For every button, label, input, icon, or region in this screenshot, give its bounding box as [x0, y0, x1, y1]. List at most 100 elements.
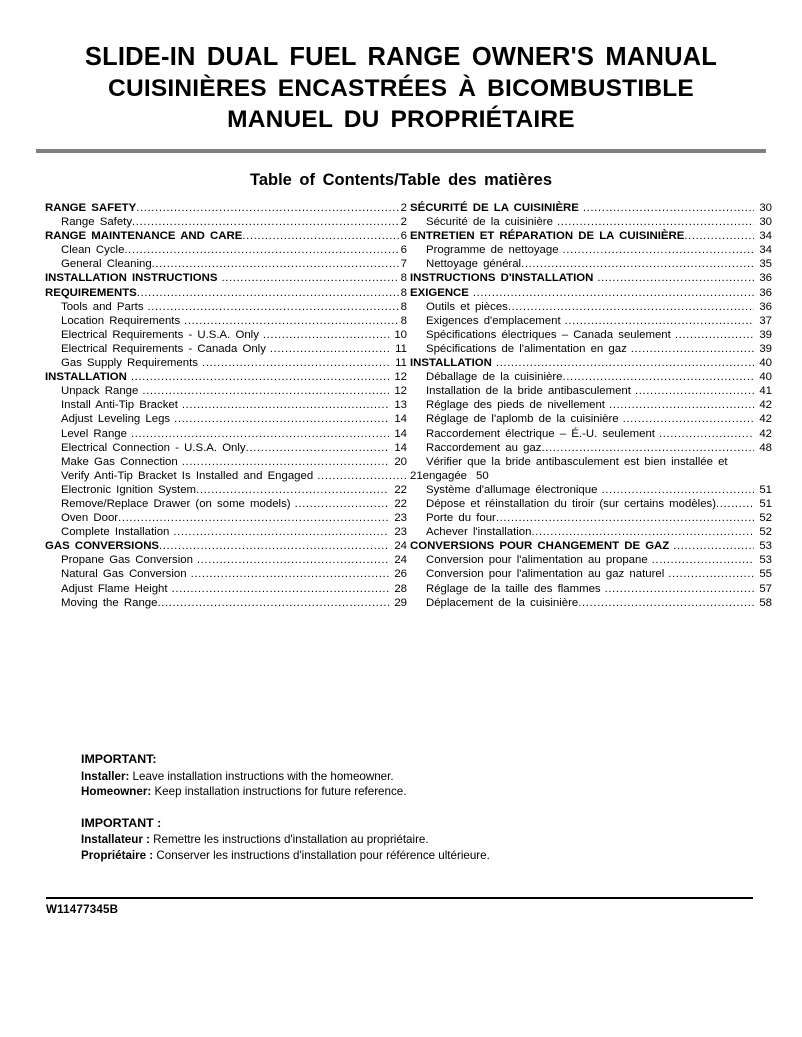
toc-entry[interactable]: Exigences d'emplacement 37	[410, 314, 772, 328]
toc-entry[interactable]: Electronic Ignition System 22	[45, 483, 407, 497]
toc-entry[interactable]: Clean Cycle 6	[45, 243, 407, 257]
toc-entry-page-number: 10	[394, 328, 407, 341]
toc-entry[interactable]: Raccordement au gaz 48	[410, 441, 772, 455]
toc-entry[interactable]: Remove/Replace Drawer (on some models) 22	[45, 497, 407, 511]
toc-entry-page-number: 14	[394, 427, 407, 440]
toc-entry[interactable]: Oven Door 23	[45, 511, 407, 525]
toc-entry[interactable]: EXIGENCE 36	[410, 286, 772, 300]
toc-entry[interactable]: Electrical Connection - U.S.A. Only 14	[45, 441, 407, 455]
toc-entry[interactable]: Complete Installation 23	[45, 525, 407, 539]
toc-leader-dots	[597, 271, 754, 285]
toc-leader-dots	[137, 286, 399, 300]
toc-entry-label: Level Range	[61, 427, 127, 440]
toc-entry[interactable]: Installation de la bride antibasculement…	[410, 384, 772, 398]
toc-entry[interactable]: Level Range 14	[45, 427, 407, 441]
toc-entry[interactable]: Adjust Flame Height 28	[45, 582, 407, 596]
toc-entry-label: Electrical Requirements - U.S.A. Only	[61, 328, 259, 341]
toc-entry-label: Electrical Connection - U.S.A. Only	[61, 441, 246, 454]
toc-entry[interactable]: Electrical Requirements - U.S.A. Only 10	[45, 328, 407, 342]
toc-leader-dots	[191, 567, 390, 581]
toc-entry[interactable]: Vérifier que la bride antibasculement es…	[410, 455, 772, 469]
toc-entry[interactable]: INSTALLATION 12	[45, 370, 407, 384]
toc-entry-continuation[interactable]: 21 engagée 50	[410, 469, 772, 483]
toc-leader-dots	[263, 328, 389, 342]
toc-entry-page-number: 39	[759, 328, 772, 341]
toc-entry[interactable]: Verify Anti-Tip Bracket Is Installed and…	[45, 469, 407, 483]
toc-leader-dots	[562, 370, 754, 384]
toc-entry[interactable]: Réglage de l'aplomb de la cuisinière 42	[410, 412, 772, 426]
toc-entry[interactable]: Conversion pour l'alimentation au gaz na…	[410, 567, 772, 581]
toc-leader-dots	[172, 582, 390, 596]
toc-leader-dots	[159, 539, 389, 553]
toc-entry-label: Gas Supply Requirements	[61, 357, 198, 370]
toc-entry[interactable]: Location Requirements 8	[45, 314, 407, 328]
notice-line-installateur: Installateur : Remettre les instructions…	[81, 832, 641, 848]
toc-entry[interactable]: Sécurité de la cuisinière 30	[410, 215, 772, 229]
toc-entry-label: Clean Cycle	[61, 244, 125, 257]
toc-entry-label: Outils et pièces	[426, 300, 508, 313]
toc-entry[interactable]: Programme de nettoyage 34	[410, 243, 772, 257]
toc-entry-page-number: 14	[394, 413, 407, 426]
toc-entry[interactable]: CONVERSIONS POUR CHANGEMENT DE GAZ 53	[410, 539, 772, 553]
toc-overflow-page-number: 21	[410, 469, 423, 482]
toc-entry[interactable]: Range Safety 2	[45, 215, 407, 229]
toc-entry[interactable]: Spécifications électriques – Canada seul…	[410, 328, 772, 342]
toc-leader-dots	[184, 314, 399, 328]
toc-entry-label: INSTALLATION	[45, 371, 127, 384]
toc-entry[interactable]: Install Anti-Tip Bracket 13	[45, 398, 407, 412]
toc-entry-page-number: 8	[400, 314, 407, 327]
toc-leader-dots	[652, 553, 755, 567]
toc-entry[interactable]: Achever l'installation 52	[410, 525, 772, 539]
toc-entry[interactable]: Adjust Leveling Legs 14	[45, 412, 407, 426]
toc-entry-label: Porte du four	[426, 512, 496, 525]
toc-entry[interactable]: Propane Gas Conversion 24	[45, 553, 407, 567]
toc-entry[interactable]: Electrical Requirements - Canada Only 11	[45, 342, 407, 356]
toc-entry[interactable]: INSTRUCTIONS D'INSTALLATION 36	[410, 271, 772, 285]
toc-entry[interactable]: Tools and Parts 8	[45, 300, 407, 314]
toc-entry[interactable]: Réglage des pieds de nivellement 42	[410, 398, 772, 412]
toc-entry[interactable]: Réglage de la taille des flammes 57	[410, 582, 772, 596]
toc-entry[interactable]: General Cleaning 7	[45, 257, 407, 271]
toc-entry[interactable]: RANGE MAINTENANCE AND CARE 6	[45, 229, 407, 243]
toc-entry[interactable]: Spécifications de l'alimentation en gaz 3…	[410, 342, 772, 356]
toc-entry[interactable]: INSTALLATION INSTRUCTIONS 8	[45, 271, 407, 285]
toc-entry-label: Dépose et réinstallation du tiroir (sur …	[426, 497, 717, 510]
toc-entry[interactable]: Nettoyage général 35	[410, 257, 772, 271]
notice-label-installateur: Installateur :	[81, 833, 150, 847]
notice-spacer	[81, 800, 641, 816]
toc-entry-page-number: 22	[394, 497, 407, 510]
footer-part-number: W11477345B	[46, 903, 119, 916]
toc-entry-page-number: 42	[759, 427, 772, 440]
toc-entry[interactable]: Système d'allumage électronique 51	[410, 483, 772, 497]
toc-leader-dots	[565, 314, 755, 328]
toc-entry-label: Raccordement électrique – É.-U. seulemen…	[426, 427, 655, 440]
toc-entry-label: Déplacement de la cuisinière	[426, 596, 579, 609]
toc-entry-page-number: 11	[395, 357, 407, 370]
toc-entry[interactable]: Porte du four 52	[410, 511, 772, 525]
toc-entry-page-number: 6	[400, 244, 407, 257]
toc-leader-dots	[531, 525, 754, 539]
toc-entry[interactable]: Moving the Range 29	[45, 596, 407, 610]
toc-entry[interactable]: Dépose et réinstallation du tiroir (sur …	[410, 497, 772, 511]
toc-entry[interactable]: Gas Supply Requirements 11	[45, 356, 407, 370]
toc-leader-dots	[496, 511, 754, 525]
toc-entry-label: EXIGENCE	[410, 286, 469, 299]
toc-entry[interactable]: SÉCURITÉ DE LA CUISINIÈRE 30	[410, 201, 772, 215]
toc-entry-page-number: 2	[400, 202, 407, 214]
toc-entry-page-number: 36	[759, 286, 772, 299]
toc-entry[interactable]: Natural Gas Conversion 26	[45, 567, 407, 581]
toc-entry[interactable]: RANGE SAFETY 2	[45, 201, 407, 215]
toc-entry[interactable]: ENTRETIEN ET RÉPARATION DE LA CUISINIÈRE…	[410, 229, 772, 243]
toc-entry[interactable]: Raccordement électrique – É.-U. seulemen…	[410, 427, 772, 441]
toc-entry[interactable]: Conversion pour l'alimentation au propan…	[410, 553, 772, 567]
toc-entry[interactable]: Déplacement de la cuisinière 58	[410, 596, 772, 610]
toc-entry[interactable]: Make Gas Connection 20	[45, 455, 407, 469]
toc-entry[interactable]: Outils et pièces 36	[410, 300, 772, 314]
toc-entry[interactable]: REQUIREMENTS 8	[45, 286, 407, 300]
toc-entry[interactable]: Unpack Range 12	[45, 384, 407, 398]
toc-entry[interactable]: GAS CONVERSIONS 24	[45, 539, 407, 553]
toc-entry[interactable]: INSTALLATION 40	[410, 356, 772, 370]
toc-leader-dots	[118, 511, 389, 525]
toc-entry[interactable]: Déballage de la cuisinière 40	[410, 370, 772, 384]
toc-column-french: SÉCURITÉ DE LA CUISINIÈRE30Sécurité de l…	[410, 201, 772, 610]
